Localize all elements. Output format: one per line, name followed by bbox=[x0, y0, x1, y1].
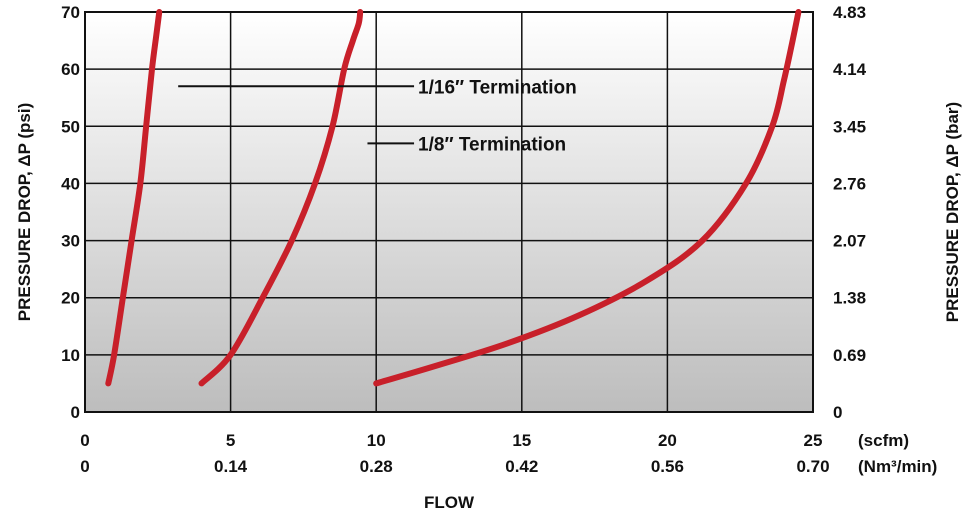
grid-lines bbox=[85, 12, 813, 412]
y-tick-label-right: 0 bbox=[833, 403, 842, 422]
annotation-label-1: 1/16″ Termination bbox=[418, 77, 577, 98]
y-tick-label-left: 20 bbox=[61, 289, 80, 308]
annotations: 1/16″ Termination 1/8″ Termination bbox=[178, 77, 577, 155]
x-tick-label-secondary: 0.70 bbox=[796, 457, 829, 476]
y-tick-label-right: 4.14 bbox=[833, 60, 867, 79]
y-tick-label-left: 30 bbox=[61, 232, 80, 251]
y-axis-label-left: PRESSURE DROP, ΔP (psi) bbox=[15, 103, 34, 321]
x-tick-label-primary: 25 bbox=[804, 431, 823, 450]
x-tick-label-primary: 15 bbox=[512, 431, 531, 450]
x-tick-label-secondary: 0.42 bbox=[505, 457, 538, 476]
y-tick-label-left: 40 bbox=[61, 174, 80, 193]
y-tick-label-right: 0.69 bbox=[833, 346, 866, 365]
y-tick-label-left: 0 bbox=[71, 403, 80, 422]
y-tick-label-right: 2.07 bbox=[833, 232, 866, 251]
y-tick-label-right: 3.45 bbox=[833, 117, 866, 136]
y-tick-label-left: 60 bbox=[61, 60, 80, 79]
y-tick-label-left: 50 bbox=[61, 117, 80, 136]
flow-curve-1 bbox=[105, 9, 163, 387]
flow-curve-3 bbox=[373, 9, 802, 387]
x-tick-label-secondary: 0.28 bbox=[360, 457, 393, 476]
plot-area bbox=[84, 11, 814, 413]
x-tick-label-primary: 10 bbox=[367, 431, 386, 450]
flow-curve-2 bbox=[198, 9, 364, 387]
y-tick-label-right: 2.76 bbox=[833, 174, 866, 193]
y-tick-label-right: 4.83 bbox=[833, 3, 866, 22]
x-unit-primary: (scfm) bbox=[858, 431, 909, 450]
x-axis-label: FLOW bbox=[424, 493, 475, 512]
y-axis-label-right: PRESSURE DROP, ΔP (bar) bbox=[943, 102, 962, 322]
y-tick-label-right: 1.38 bbox=[833, 289, 866, 308]
x-tick-label-secondary: 0 bbox=[80, 457, 89, 476]
flow-curves bbox=[105, 9, 802, 387]
x-tick-label-secondary: 0.56 bbox=[651, 457, 684, 476]
y-tick-label-left: 70 bbox=[61, 3, 80, 22]
y-tick-label-left: 10 bbox=[61, 346, 80, 365]
x-tick-label-primary: 20 bbox=[658, 431, 677, 450]
x-tick-label-primary: 0 bbox=[80, 431, 89, 450]
x-tick-label-secondary: 0.14 bbox=[214, 457, 248, 476]
x-unit-secondary: (Nm³/min) bbox=[858, 457, 937, 476]
annotation-label-2: 1/8″ Termination bbox=[418, 134, 566, 155]
x-tick-label-primary: 5 bbox=[226, 431, 235, 450]
